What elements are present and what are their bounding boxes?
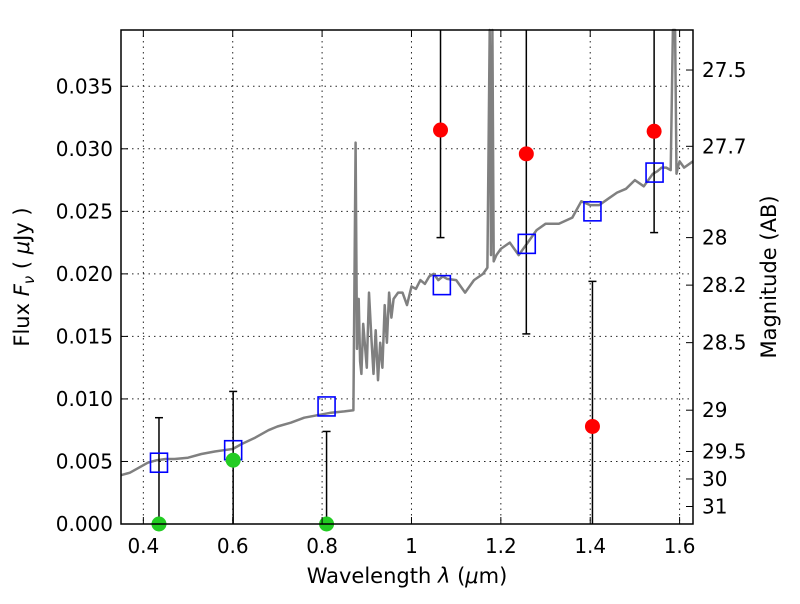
circle-point bbox=[225, 452, 241, 468]
x-axis-label: Wavelength λ (μm) bbox=[307, 564, 508, 588]
circle-point bbox=[518, 146, 534, 162]
right-axis-label: Magnitude (AB) bbox=[757, 195, 781, 358]
right-tick-label: 31 bbox=[702, 494, 727, 518]
right-tick-label: 29 bbox=[702, 398, 727, 422]
right-tick-label: 30 bbox=[702, 467, 727, 491]
y-tick-label: 0.015 bbox=[56, 324, 113, 348]
circle-point bbox=[433, 122, 449, 138]
square-point bbox=[645, 162, 664, 183]
x-tick-label: 1 bbox=[405, 534, 418, 558]
ticks-layer: 0.4 0.6 0.8 1 1.2 1.4 1.6 0.000 0.005 0.010 0.015 0… bbox=[56, 30, 747, 558]
y-tick-label: 0.000 bbox=[56, 512, 113, 536]
x-tick-label: 0.6 bbox=[217, 534, 249, 558]
square-point bbox=[583, 201, 602, 222]
marks-layer bbox=[149, 30, 664, 532]
x-tick-label: 1.4 bbox=[574, 534, 606, 558]
square-point bbox=[149, 452, 169, 474]
circle-point bbox=[584, 418, 600, 434]
square-point bbox=[432, 274, 452, 296]
x-tick-label: 1.6 bbox=[664, 534, 696, 558]
model-sed-line bbox=[120, 28, 694, 477]
model-layer bbox=[120, 28, 694, 477]
right-tick-label: 28.2 bbox=[702, 273, 747, 297]
right-tick-label: 27.7 bbox=[702, 134, 747, 158]
circle-point bbox=[646, 123, 662, 139]
x-tick-label: 1.2 bbox=[485, 534, 517, 558]
y-tick-label: 0.035 bbox=[56, 74, 113, 98]
y-tick-label: 0.005 bbox=[56, 449, 113, 473]
right-tick-label: 28.5 bbox=[702, 331, 747, 355]
y-tick-label: 0.025 bbox=[56, 199, 113, 223]
x-tick-label: 0.4 bbox=[127, 534, 159, 558]
y-axis-label: Flux Fν ( μJy ) bbox=[10, 207, 38, 346]
grid-layer bbox=[121, 30, 693, 525]
square-point bbox=[517, 233, 537, 255]
x-tick-label: 0.8 bbox=[306, 534, 338, 558]
plot-frame bbox=[120, 29, 694, 525]
right-tick-label: 27.5 bbox=[702, 58, 747, 82]
y-tick-label: 0.010 bbox=[56, 387, 113, 411]
square-point bbox=[317, 396, 336, 417]
y-tick-label: 0.020 bbox=[56, 262, 113, 286]
y-tick-label: 0.030 bbox=[56, 137, 113, 161]
right-tick-label: 28 bbox=[702, 226, 727, 250]
right-tick-label: 29.5 bbox=[702, 439, 747, 463]
